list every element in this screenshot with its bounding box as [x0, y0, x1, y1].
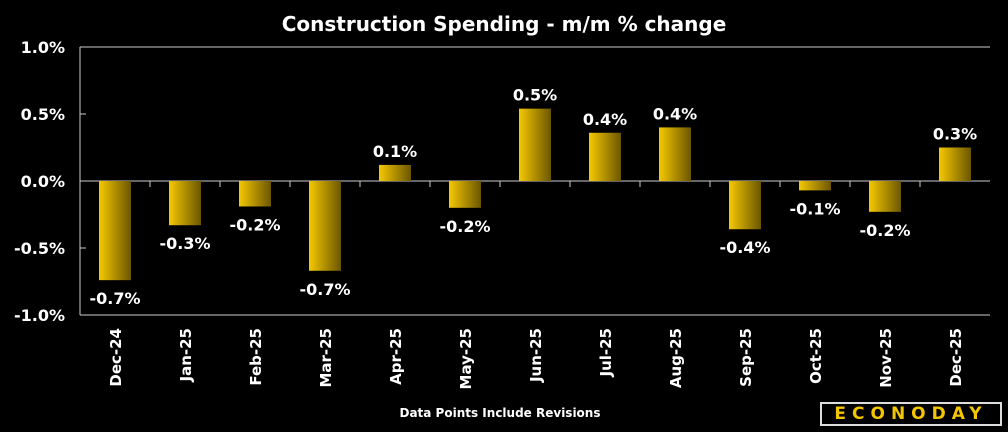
bar-jan-25: [169, 181, 201, 226]
data-label: -0.2%: [859, 221, 910, 240]
data-label: -0.2%: [439, 217, 490, 236]
y-tick-label: -0.5%: [14, 239, 65, 258]
x-tick-label: Jun-25: [527, 328, 545, 383]
x-tick-label: Mar-25: [317, 328, 335, 388]
data-label: 0.4%: [583, 110, 627, 129]
bar-dec-25: [939, 147, 971, 181]
data-label: -0.1%: [789, 199, 840, 218]
data-label: 0.4%: [653, 104, 697, 123]
bar-mar-25: [309, 181, 341, 271]
x-tick-label: Jan-25: [177, 328, 195, 382]
x-tick-label: Aug-25: [667, 328, 685, 388]
data-label: -0.4%: [719, 238, 770, 257]
bar-may-25: [449, 181, 481, 208]
x-tick-label: Nov-25: [877, 328, 895, 388]
y-tick-label: 0.5%: [21, 105, 65, 124]
data-label: -0.7%: [299, 280, 350, 299]
x-tick-label: Oct-25: [807, 328, 825, 384]
bar-sep-25: [729, 181, 761, 230]
bar-aug-25: [659, 127, 691, 181]
y-tick-label: 1.0%: [21, 38, 65, 57]
data-label: 0.1%: [373, 142, 417, 161]
data-label: 0.5%: [513, 86, 557, 105]
y-tick-label: -1.0%: [14, 306, 65, 325]
x-tick-label: May-25: [457, 328, 475, 389]
bar-dec-24: [99, 181, 131, 281]
data-label: 0.3%: [933, 125, 977, 144]
bar-apr-25: [379, 164, 411, 181]
x-tick-label: Dec-25: [947, 328, 965, 387]
econoday-logo: ECONODAY: [820, 402, 1002, 426]
data-label: -0.2%: [229, 215, 280, 234]
x-tick-label: Dec-24: [107, 328, 125, 387]
bar-jun-25: [519, 108, 551, 181]
bar-oct-25: [799, 181, 831, 191]
y-tick-label: 0.0%: [21, 172, 65, 191]
x-tick-label: Sep-25: [737, 328, 755, 387]
x-tick-label: Apr-25: [387, 328, 405, 385]
x-tick-label: Jul-25: [597, 328, 615, 378]
bar-nov-25: [869, 181, 901, 212]
bar-jul-25: [589, 132, 621, 181]
chart-title: Construction Spending - m/m % change: [281, 12, 727, 36]
bar-feb-25: [239, 181, 271, 207]
footnote: Data Points Include Revisions: [399, 406, 601, 420]
x-tick-label: Feb-25: [247, 328, 265, 386]
data-label: -0.7%: [89, 289, 140, 308]
data-label: -0.3%: [159, 234, 210, 253]
